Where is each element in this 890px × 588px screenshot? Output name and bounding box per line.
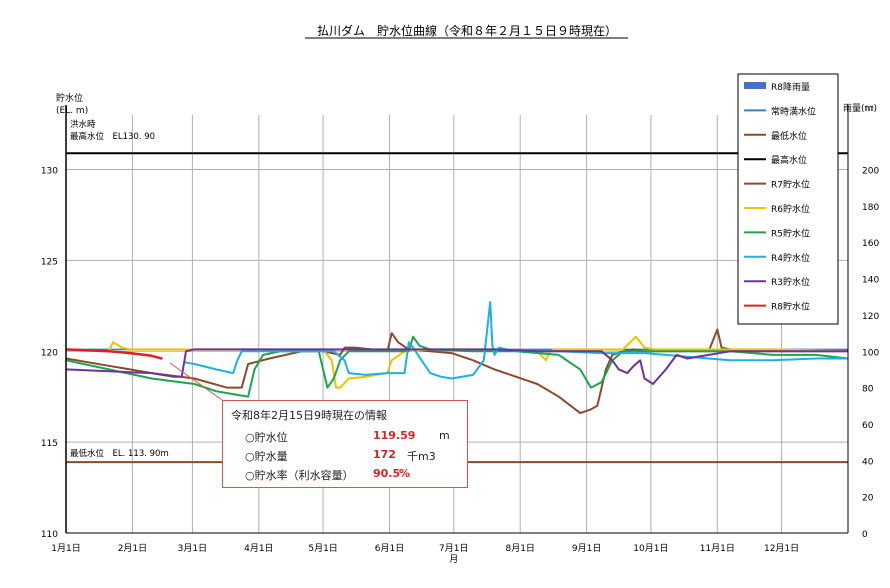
legend-box [737,73,839,325]
left-axis-label: 貯水位 [56,92,83,104]
x-tick-label: 5月1日 [308,543,337,554]
x-tick-label: 7月1日 [439,543,468,554]
info-box: 令和8年2月15日9時現在の情報 ○貯水位 119.59 m ○貯水量 172 … [222,400,468,488]
legend-label: 常時満水位 [771,105,816,117]
x-tick-label: 9月1日 [572,543,601,554]
left-axis-unit: (EL. m) [56,106,88,116]
legend-swatch [744,82,766,89]
info-rate-row: ○貯水率（利水容量） 90.5 % [245,467,465,483]
info-volume-row: ○貯水量 172 千m3 [245,448,465,464]
legend-label: R3貯水位 [771,276,810,288]
series-line [65,348,848,385]
x-tick-label: 6月1日 [375,543,404,554]
series-line [65,328,848,415]
legend-label: 最低水位 [771,130,807,142]
series-lines [65,152,849,464]
y2-tick-label: 80 [862,385,874,395]
info-level-unit: m [439,429,450,442]
x-tick-label: 2月1日 [118,543,147,554]
info-level-value: 119.59 [373,429,416,442]
y2-tick-label: 0 [862,530,868,540]
series-line [65,335,849,398]
y2-tick-label: 180 [862,203,879,213]
x-tick-label: 1月1日 [51,543,80,554]
callout-leader [169,362,223,401]
info-volume-label: ○貯水量 [245,450,288,463]
y2-tick-label: 60 [862,421,874,431]
y2-tick-label: 100 [862,348,879,358]
legend-label: R6貯水位 [771,203,810,215]
x-tick-label: 8月1日 [505,543,534,554]
legend-label: R5貯水位 [771,227,810,239]
min-level-label: 最低水位 EL. 113. 90m [70,448,169,459]
y2-tick-label: 160 [862,239,879,249]
chart-title: 払川ダム 貯水位曲線（令和８年２月１５日９時現在） [317,23,617,38]
series-line [183,301,848,380]
info-rate-value: 90.5 [373,467,401,480]
x-axis-month-label: 月 [449,554,458,565]
info-rate-unit: % [399,467,411,480]
info-volume-unit: 千m3 [407,450,436,463]
x-tick-label: 10月1日 [633,543,668,554]
y-tick-label: 120 [41,348,58,358]
axes: 110 115 120 125 130 1月1日 2月1日 3月1日 4月1日 5月1日 6月1日 7… [41,105,879,565]
x-tick-label: 4月1日 [244,543,273,554]
y2-tick-label: 120 [862,312,879,322]
legend-label: 最高水位 [771,154,807,166]
x-tick-label: 3月1日 [178,543,207,554]
info-title: 令和8年2月15日9時現在の情報 [231,409,387,422]
y-tick-label: 125 [41,257,58,267]
legend-label: R8貯水位 [771,301,810,313]
flood-label-line1: 洪水時 [70,119,96,130]
series-line [65,348,163,360]
info-level-label: ○貯水位 [245,431,288,444]
x-tick-label: 11月1日 [700,543,735,554]
y2-tick-label: 140 [862,276,879,286]
x-tick-label: 12月1日 [764,543,799,554]
y2-tick-label: 200 [862,167,879,177]
legend-label: R4貯水位 [771,252,810,264]
info-level-row: ○貯水位 119.59 m [245,429,465,445]
info-volume-value: 172 [373,448,396,461]
right-axis-label: 雨量(㎜) [843,103,877,114]
y2-tick-label: 20 [862,494,874,504]
y-tick-label: 110 [41,530,58,540]
info-rate-label: ○貯水率（利水容量） [245,469,354,482]
y-tick-label: 130 [41,167,58,177]
legend-label: R7貯水位 [771,179,810,191]
legend-label: R8降雨量 [771,81,810,93]
y2-tick-label: 40 [862,457,874,467]
flood-label-line2: 最高水位 EL130. 90 [70,131,155,142]
y-tick-label: 115 [41,439,58,449]
